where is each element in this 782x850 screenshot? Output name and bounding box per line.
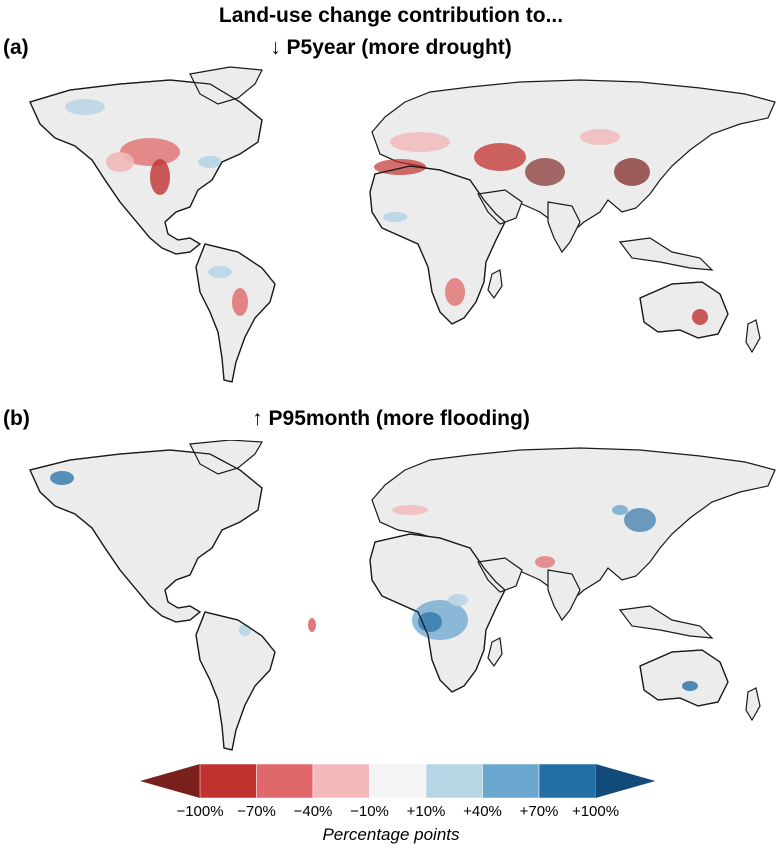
panel-b-title: ↑ P95month (more flooding) [0, 407, 782, 431]
colorbar-legend: −100% −70% −40% −10% +10% +40% +70% +100% [138, 764, 658, 820]
colorbar-low-arrow [140, 764, 200, 798]
colorbar-tick-label: +100% [572, 803, 619, 820]
colorbar-tick-label: −70% [237, 803, 276, 820]
colorbar-swatch [483, 764, 540, 798]
colorbar-swatch [370, 764, 427, 798]
colorbar-swatch [200, 764, 257, 798]
colorbar-swatches [140, 764, 656, 798]
north-america [30, 80, 262, 254]
drought-map [0, 62, 782, 392]
colorbar-tick-label: −10% [350, 803, 389, 820]
new-zealand [746, 320, 760, 352]
colorbar-tick-label: +70% [520, 803, 559, 820]
se-asia-islands [620, 606, 712, 638]
colorbar-swatch [313, 764, 370, 798]
south-america [196, 612, 275, 750]
colorbar-tick-label: −40% [294, 803, 333, 820]
colorbar-tick-label: +40% [463, 803, 502, 820]
colorbar-tick-label: −100% [176, 803, 223, 820]
colorbar-swatch [539, 764, 596, 798]
colorbar-high-arrow [596, 764, 656, 798]
colorbar-swatch [257, 764, 314, 798]
colorbar-swatch [426, 764, 483, 798]
land-masses [30, 67, 775, 382]
flooding-map [0, 440, 782, 760]
figure-title: Land-use change contribution to... [0, 4, 782, 28]
panel-a-title: ↓ P5year (more drought) [0, 36, 782, 60]
colorbar-tick-label: +10% [407, 803, 446, 820]
colorbar-tick-labels: −100% −70% −40% −10% +10% +40% +70% +100% [176, 803, 619, 820]
se-asia-islands [620, 238, 712, 270]
land-masses [30, 440, 775, 750]
madagascar [488, 270, 502, 298]
new-zealand [746, 688, 760, 720]
madagascar [488, 638, 502, 666]
legend-title: Percentage points [0, 825, 782, 845]
